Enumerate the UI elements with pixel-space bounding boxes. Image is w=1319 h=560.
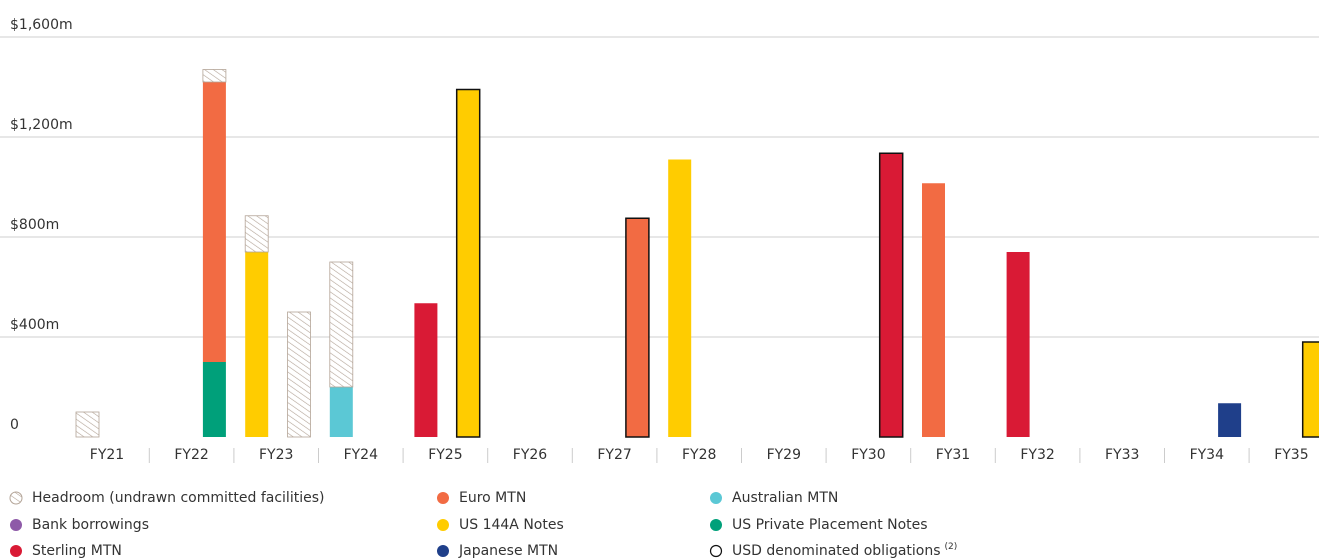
x-tick-label: FY31 <box>936 447 970 463</box>
x-tick-label: FY24 <box>344 447 379 463</box>
legend-label: USD denominated obligations (2) <box>732 542 957 560</box>
legend-swatch <box>9 491 23 505</box>
legend-swatch <box>710 519 722 531</box>
legend-swatch <box>10 545 22 557</box>
x-tick-label: FY32 <box>1020 447 1054 463</box>
usd-outline <box>878 152 904 438</box>
bar-segment <box>202 362 226 437</box>
legend-label: US 144A Notes <box>459 517 564 533</box>
y-tick-label: $400m <box>10 317 59 333</box>
legend-label: Sterling MTN <box>32 543 122 559</box>
x-tick-label: FY25 <box>428 447 462 463</box>
bar-segment <box>922 183 945 437</box>
bar-segment <box>1302 342 1319 437</box>
y-tick-label: $800m <box>10 217 59 233</box>
x-tick-label: FY26 <box>513 447 548 463</box>
bar-segment <box>625 218 649 437</box>
bar-segment <box>879 153 903 437</box>
legend-swatch <box>437 519 449 531</box>
bar-segment <box>456 89 480 437</box>
x-tick-label: FY29 <box>767 447 801 463</box>
bar-segment <box>75 411 100 438</box>
bar-segment <box>1006 252 1030 437</box>
bar-segment <box>202 69 227 83</box>
legend-label: Euro MTN <box>459 490 526 506</box>
y-tick-label: $1,200m <box>10 117 73 133</box>
bar-segment <box>414 303 438 437</box>
x-tick-label: FY28 <box>682 447 716 463</box>
bar-segment <box>329 387 353 437</box>
legend-label: Australian MTN <box>732 490 838 506</box>
legend-label-name: USD denominated obligations <box>732 543 941 559</box>
x-tick-label: FY33 <box>1105 447 1139 463</box>
bar-segment <box>1218 403 1242 437</box>
legend-label: Headroom (undrawn committed facilities) <box>32 490 324 506</box>
legend-note: (2) <box>945 542 958 552</box>
legend-swatch <box>437 545 449 557</box>
legend-swatch <box>10 519 22 531</box>
x-tick-label: FY22 <box>174 447 208 463</box>
usd-outline <box>455 88 481 438</box>
legend-label: Japanese MTN <box>458 543 558 559</box>
y-tick-label: $1,600m <box>10 17 73 33</box>
bar-segment <box>244 215 269 253</box>
usd-outline <box>625 217 650 438</box>
x-tick-label: FY23 <box>259 447 293 463</box>
legend-label: Bank borrowings <box>32 517 149 533</box>
bar-segment <box>245 252 269 437</box>
bar-segment <box>287 311 311 438</box>
legend-swatch <box>437 492 449 504</box>
usd-outline <box>1301 341 1319 438</box>
legend-swatch <box>710 492 722 504</box>
y-tick-label: 0 <box>10 417 19 433</box>
x-tick-label: FY21 <box>90 447 124 463</box>
x-tick-label: FY34 <box>1190 447 1225 463</box>
legend-label: US Private Placement Notes <box>732 517 928 533</box>
x-tick-label: FY35 <box>1274 447 1308 463</box>
bar-segment <box>329 261 354 388</box>
x-tick-label: FY27 <box>597 447 631 463</box>
bar-segment <box>202 82 226 362</box>
legend-swatch <box>709 544 723 558</box>
bar-segment <box>668 159 692 437</box>
x-tick-label: FY30 <box>851 447 885 463</box>
